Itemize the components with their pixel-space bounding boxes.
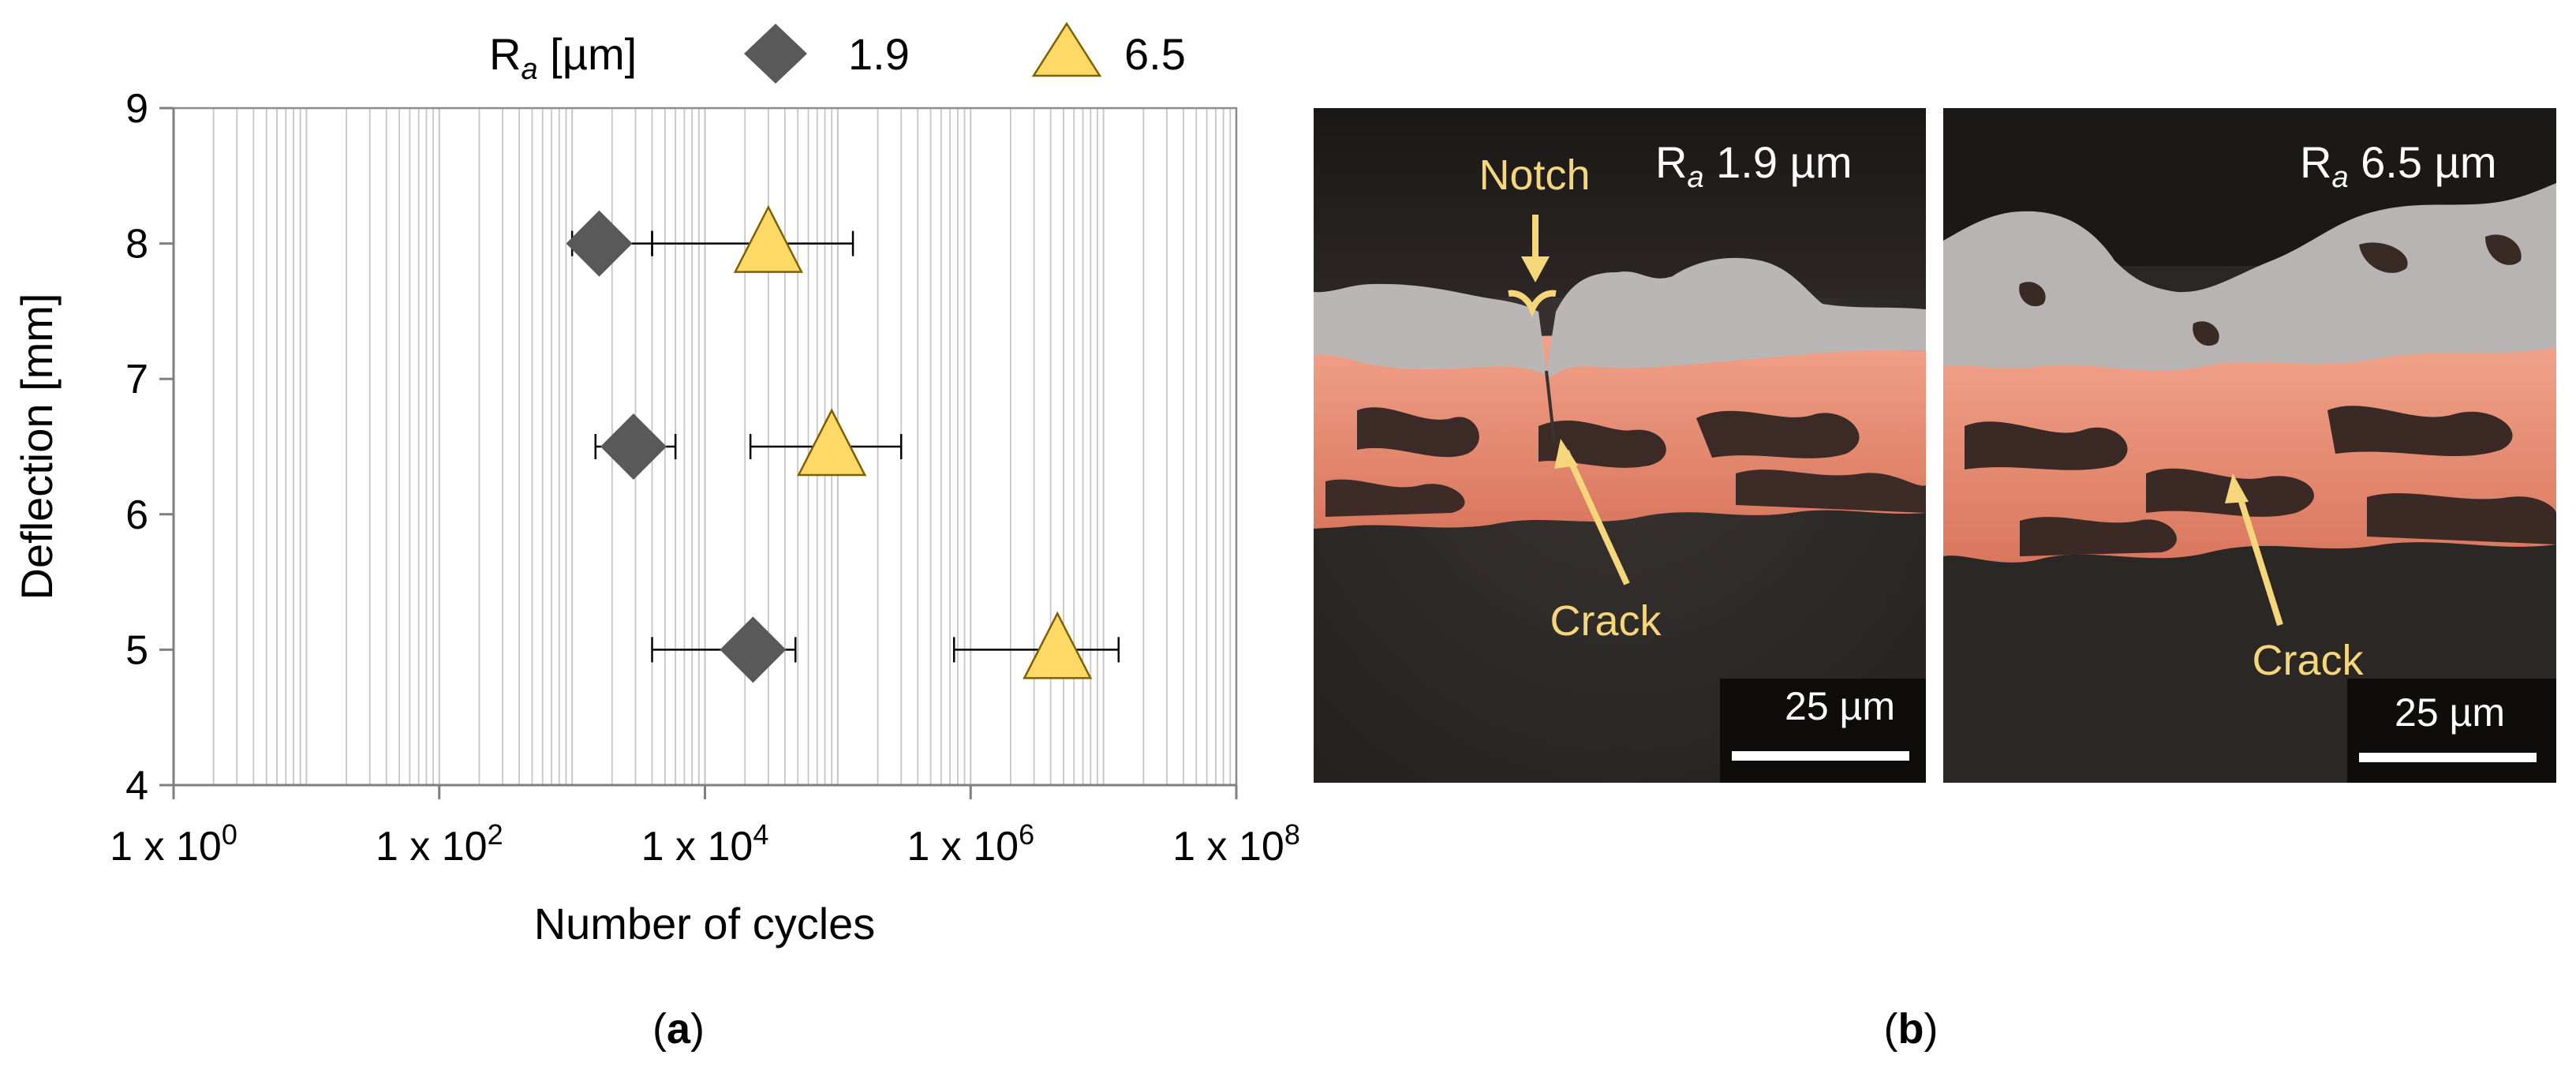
x-tick-label: 1 x 108	[1172, 818, 1300, 870]
x-tick-label: 1 x 104	[641, 818, 769, 870]
x-tick-label: 1 x 100	[110, 818, 237, 870]
y-axis-ticks: 4 5 6 7 8 9	[125, 86, 174, 809]
micrograph-1-ra-label: Ra 1.9 µm	[1655, 137, 1852, 194]
y-tick-label: 7	[125, 357, 148, 402]
micrograph-ra-6-5	[1943, 108, 2556, 783]
data-point-diamond	[566, 210, 633, 277]
x-tick-label: 1 x 106	[907, 818, 1034, 870]
x-tick-label: 1 x 102	[376, 818, 503, 870]
micrograph-2-scale-label: 25 µm	[2395, 690, 2505, 735]
data-point-triangle	[733, 204, 803, 273]
data-point-triangle	[797, 408, 867, 477]
legend-title: Ra [µm]	[489, 29, 637, 86]
x-axis-ticks: 1 x 100 1 x 102 1 x 104 1 x 106 1 x 108	[110, 785, 1300, 870]
chart-legend: Ra [µm] 1.9 6.5	[489, 21, 1186, 86]
micrograph-1-crack-label: Crack	[1550, 597, 1662, 645]
legend-label-series-1: 1.9	[848, 29, 910, 79]
y-tick-label: 9	[125, 86, 148, 132]
y-axis-label: Deflection [mm]	[12, 294, 62, 600]
y-tick-label: 8	[125, 222, 148, 267]
chart-grid	[212, 108, 1232, 785]
y-tick-label: 5	[125, 627, 148, 673]
x-axis-label: Number of cycles	[534, 899, 876, 948]
panel-a-caption: (a)	[652, 1005, 705, 1053]
y-tick-label: 4	[125, 763, 148, 809]
micrograph-2-crack-label: Crack	[2252, 637, 2364, 684]
y-tick-label: 6	[125, 492, 148, 538]
micrograph-2-ra-label: Ra 6.5 µm	[2300, 137, 2496, 194]
legend-marker-triangle	[1031, 21, 1102, 77]
data-point-triangle	[1023, 611, 1093, 679]
micrograph-ra-1-9	[1314, 108, 1926, 783]
panel-b-caption: (b)	[1884, 1005, 1939, 1053]
legend-marker-diamond	[744, 24, 807, 84]
legend-label-series-2: 6.5	[1124, 29, 1186, 79]
data-point-diamond	[720, 616, 787, 683]
data-point-diamond	[600, 413, 667, 480]
micrograph-1-scale-label: 25 µm	[1785, 684, 1895, 728]
data-markers	[566, 204, 1093, 683]
micrograph-1-notch-label: Notch	[1479, 151, 1590, 199]
